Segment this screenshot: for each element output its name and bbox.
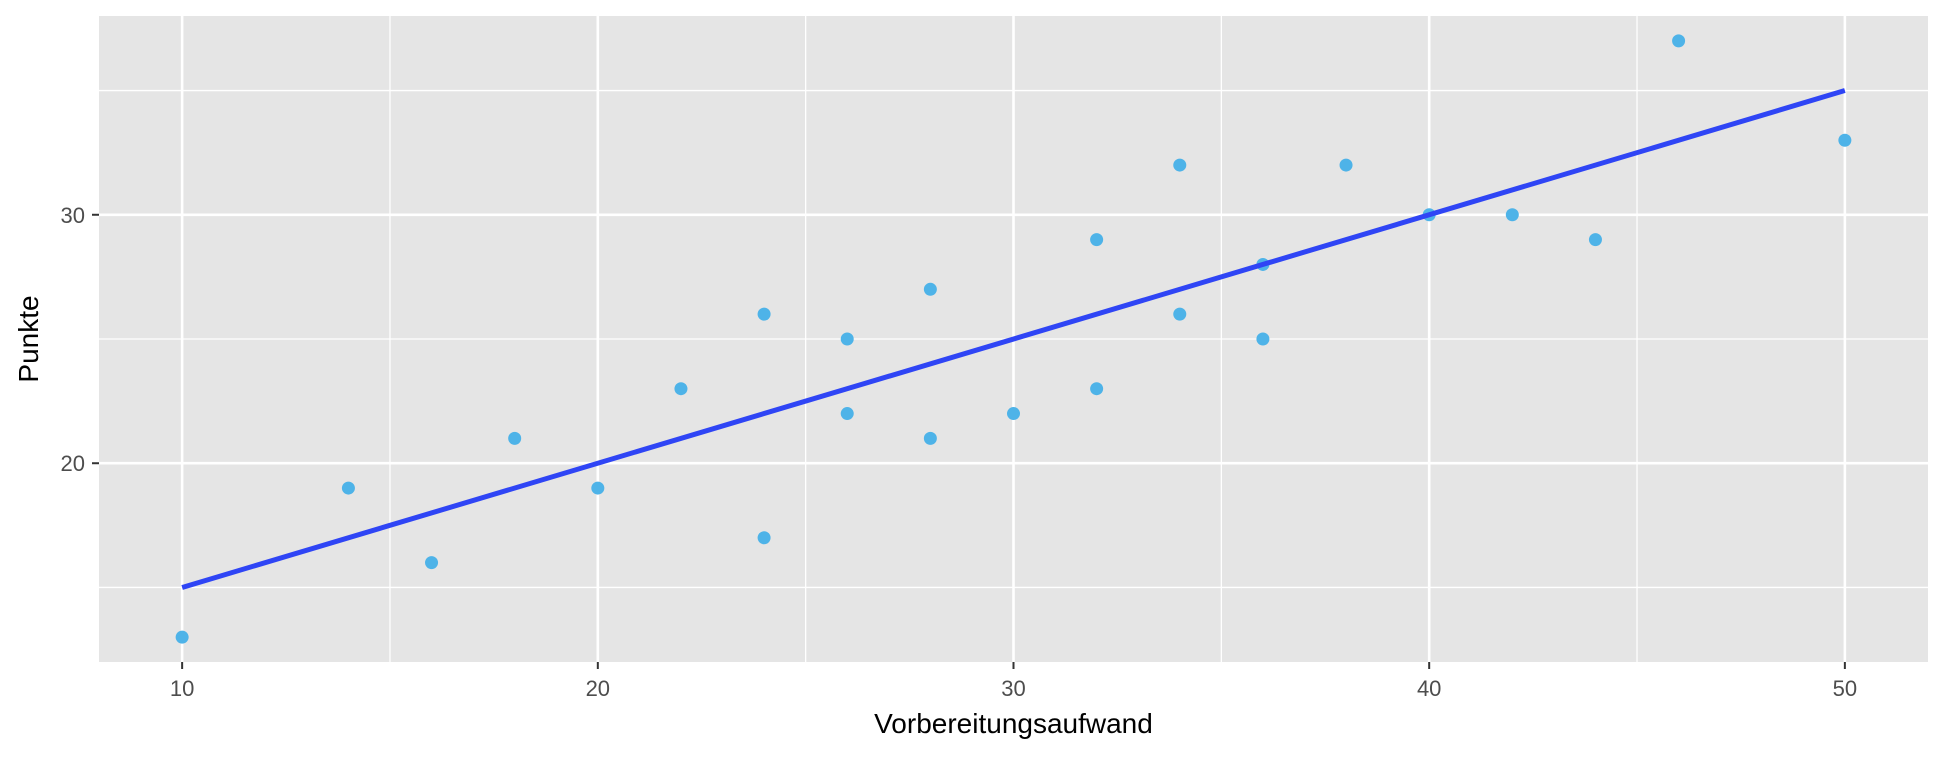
data-point	[1672, 34, 1686, 48]
x-tick-label: 30	[1001, 676, 1025, 701]
data-point	[1173, 158, 1187, 172]
data-point	[923, 282, 937, 296]
data-point	[1007, 407, 1020, 421]
y-tick-label: 30	[61, 203, 85, 228]
data-point	[591, 481, 605, 495]
x-tick-label: 50	[1833, 676, 1857, 701]
x-tick-label: 20	[586, 676, 610, 701]
data-point	[757, 307, 771, 321]
x-axis-ticks: 10 20 30 40 50	[170, 662, 1857, 701]
data-point	[1339, 158, 1353, 172]
data-point	[1256, 332, 1270, 346]
data-point	[1090, 382, 1104, 396]
data-point	[508, 431, 522, 445]
data-point	[1588, 233, 1602, 247]
y-axis-title: Punkte	[13, 295, 44, 382]
data-point	[1505, 208, 1519, 222]
data-point	[757, 531, 771, 545]
data-point	[425, 556, 439, 570]
data-point	[1090, 233, 1104, 247]
regression-line	[181, 88, 1846, 590]
data-point	[1838, 133, 1852, 147]
data-point	[1173, 307, 1187, 321]
y-tick-label: 20	[61, 451, 85, 476]
data-point	[840, 332, 854, 346]
data-point	[341, 481, 355, 495]
x-axis-title: Vorbereitungsaufwand	[874, 708, 1153, 739]
data-point	[840, 407, 854, 421]
data-point	[674, 382, 688, 396]
data-point	[175, 630, 189, 644]
x-tick-label: 40	[1417, 676, 1441, 701]
x-tick-label: 10	[170, 676, 194, 701]
data-point	[923, 431, 937, 445]
